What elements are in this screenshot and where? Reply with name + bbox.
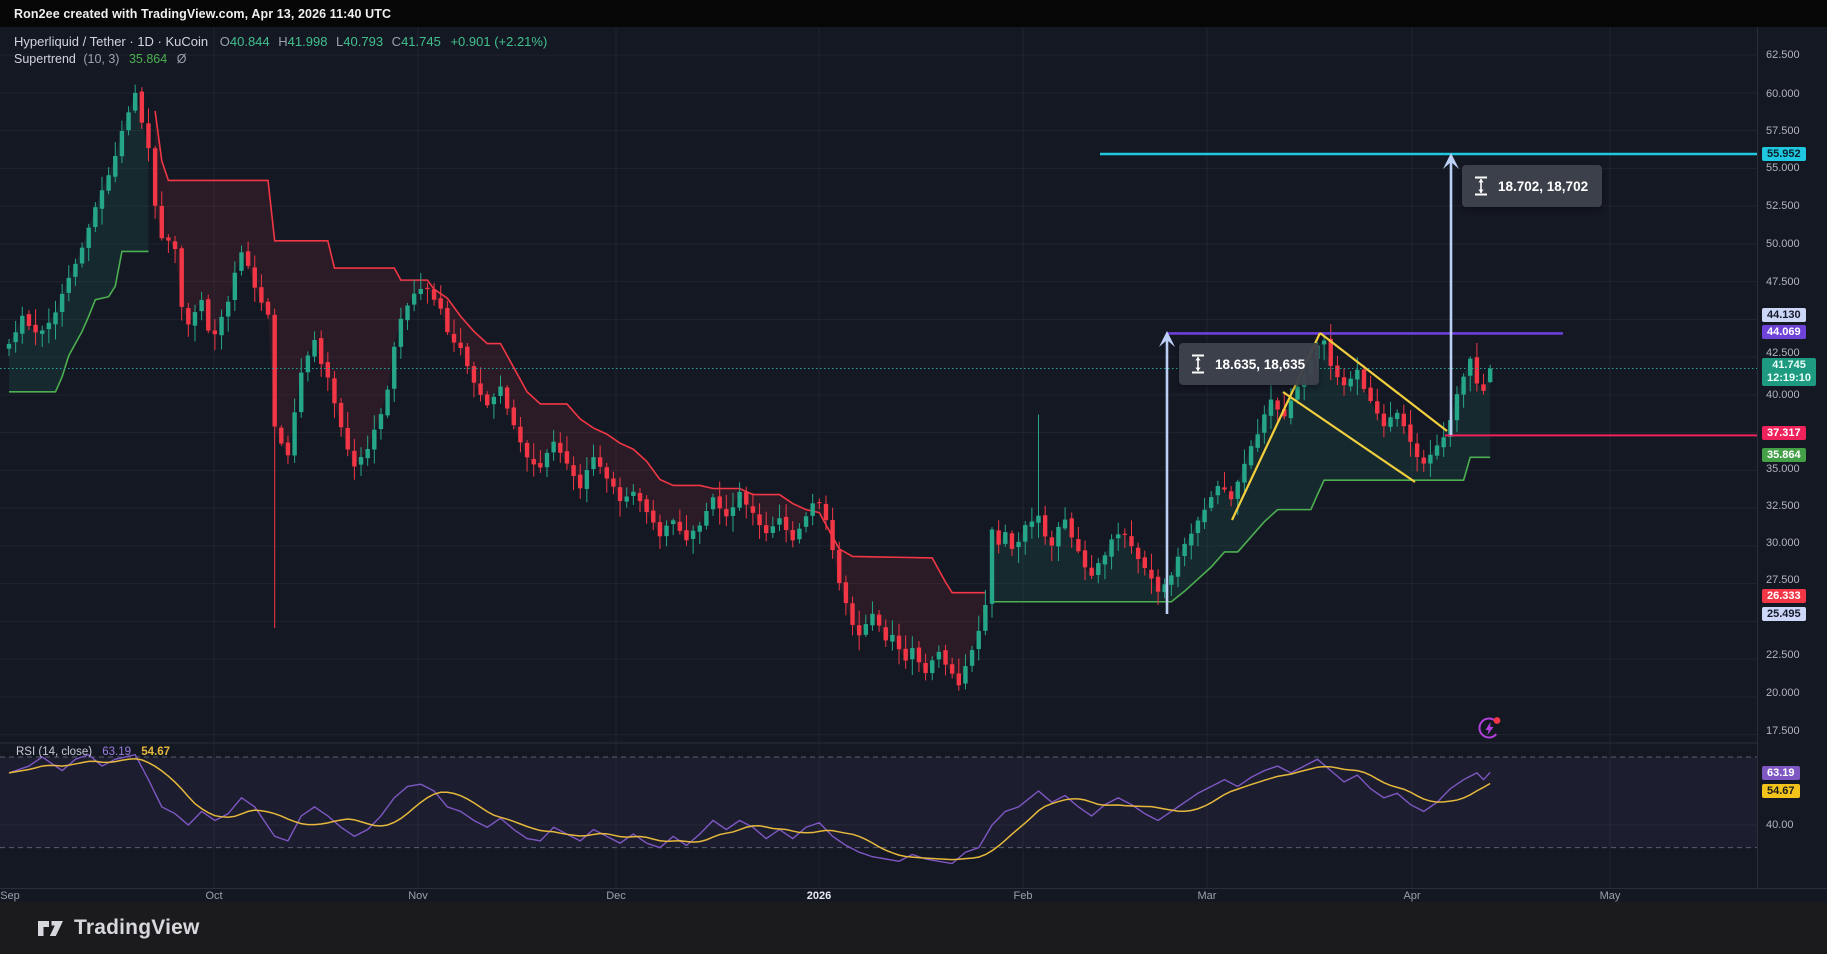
open-value: 40.844 — [229, 34, 270, 49]
close-label: C — [391, 34, 402, 49]
range-tool-value-2: 18.702, 18,702 — [1498, 178, 1589, 194]
tradingview-logo-icon — [38, 920, 63, 936]
close-value: 41.745 — [401, 34, 441, 49]
axis-tick: 20.000 — [1766, 687, 1800, 699]
flag-trendline[interactable] — [1319, 332, 1448, 432]
rsi-legend[interactable]: RSI (14, close) 63.19 54.67 — [16, 746, 170, 758]
axis-badge-red-level-price: 26.333 — [1762, 589, 1806, 603]
last-price: 41.745 — [1772, 359, 1806, 371]
rsi-ma-line — [8, 758, 1491, 861]
axis-tick: 22.500 — [1766, 649, 1800, 661]
time-label-May: May — [1599, 890, 1621, 902]
rsi-ma-value: 54.67 — [141, 746, 171, 758]
time-label-2026: 2026 — [806, 890, 832, 902]
rsi-pane — [0, 753, 1757, 865]
time-axis[interactable]: Sep Oct Nov Dec 2026 Feb Mar Apr May — [0, 888, 1757, 903]
indicator-legend-row[interactable]: Supertrend (10, 3) 35.864 Ø — [14, 51, 547, 68]
axis-badge-pink-line-price: 37.317 — [1762, 426, 1806, 440]
axis-tick: 17.500 — [1766, 725, 1800, 737]
axis-tick: 35.000 — [1766, 463, 1800, 475]
supertrend-bands — [9, 92, 1491, 686]
axis-tick: 55.000 — [1766, 162, 1800, 174]
axis-badge-cyan-line-price: 55.952 — [1762, 147, 1806, 161]
axis-badge-rsi-ma-value: 54.67 — [1762, 784, 1800, 798]
range-tool-tooltip-1[interactable]: 18.635, 18,635 — [1179, 343, 1320, 385]
measure-icon — [1192, 354, 1204, 374]
price-axis[interactable]: 62.500 60.000 57.500 55.000 52.500 50.000 47.5… — [1757, 27, 1827, 888]
tradingview-brand-text: TradingView — [74, 916, 200, 939]
price-range-tool-2[interactable] — [1443, 153, 1459, 435]
axis-tick: 60.000 — [1766, 88, 1800, 100]
measure-icon — [1475, 176, 1487, 196]
symbol-title-row: Hyperliquid / Tether · 1D · KuCoin O40.8… — [14, 33, 547, 50]
time-label-Oct: Oct — [205, 890, 223, 902]
axis-tick: 62.500 — [1766, 49, 1800, 61]
axis-corner — [1757, 888, 1827, 903]
footer-bar: TradingView — [0, 902, 1827, 954]
time-label-Feb: Feb — [1013, 890, 1033, 902]
time-label-Apr: Apr — [1403, 890, 1421, 902]
axis-tick: 52.500 — [1766, 200, 1800, 212]
axis-tick: 27.500 — [1766, 574, 1800, 586]
axis-tick: 40.00 — [1766, 819, 1794, 831]
supertrend-value: 35.864 — [128, 52, 168, 66]
axis-tick: 47.500 — [1766, 276, 1800, 288]
supertrend-name[interactable]: Supertrend — [14, 52, 76, 66]
rsi-title[interactable]: RSI (14, close) — [16, 746, 93, 758]
price-chart-canvas[interactable] — [0, 0, 1757, 902]
low-value: 40.793 — [343, 34, 384, 49]
alert-flash-icon[interactable] — [1477, 714, 1503, 740]
range-tool-value-1: 18.635, 18,635 — [1215, 356, 1306, 372]
time-label-Nov: Nov — [408, 890, 428, 902]
high-value: 41.998 — [287, 34, 328, 49]
flag-trendline[interactable] — [1282, 391, 1416, 483]
axis-tick: 32.500 — [1766, 500, 1800, 512]
time-label-Mar: Mar — [1197, 890, 1217, 902]
rsi-value: 63.19 — [102, 746, 132, 758]
axis-tick: 57.500 — [1766, 125, 1800, 137]
change-value: +0.901 (+2.21%) — [450, 34, 548, 49]
supertrend-params: (10, 3) — [83, 52, 120, 66]
symbol-legend[interactable]: Hyperliquid / Tether · 1D · KuCoin O40.8… — [14, 33, 547, 68]
tradingview-logo[interactable]: TradingView — [37, 916, 200, 940]
axis-tick: 40.000 — [1766, 389, 1800, 401]
low-label: L — [336, 34, 344, 49]
axis-badge-purple-ray-price: 44.069 — [1762, 325, 1806, 339]
axis-badge-supertrend-price: 35.864 — [1762, 448, 1806, 462]
price-range-tool-1[interactable] — [1159, 331, 1175, 614]
watermark-text: Ron2ee created with TradingView.com, Apr… — [14, 6, 392, 21]
candles — [6, 84, 1493, 691]
watermark-bar: Ron2ee created with TradingView.com, Apr… — [0, 0, 1827, 27]
axis-tick: 42.500 — [1766, 347, 1800, 359]
symbol-title[interactable]: Hyperliquid / Tether · 1D · KuCoin — [14, 34, 209, 49]
rsi-line — [8, 753, 1491, 865]
axis-badge-range-tool-top-price: 44.130 — [1762, 308, 1806, 322]
bar-countdown: 12:19:10 — [1767, 372, 1812, 384]
high-label: H — [278, 34, 288, 49]
time-label-Sep: Sep — [0, 890, 20, 902]
range-tool-tooltip-2[interactable]: 18.702, 18,702 — [1462, 165, 1603, 207]
time-label-Dec: Dec — [606, 890, 626, 902]
axis-tick: 50.000 — [1766, 238, 1800, 250]
axis-tick: 30.000 — [1766, 537, 1800, 549]
open-label: O — [219, 34, 230, 49]
axis-badge-range-tool-bottom-price: 25.495 — [1762, 607, 1806, 621]
axis-badge-rsi-value: 63.19 — [1762, 766, 1800, 780]
supertrend-empty-value: Ø — [176, 52, 187, 66]
axis-badge-last-price: 41.745 12:19:10 — [1762, 358, 1817, 386]
